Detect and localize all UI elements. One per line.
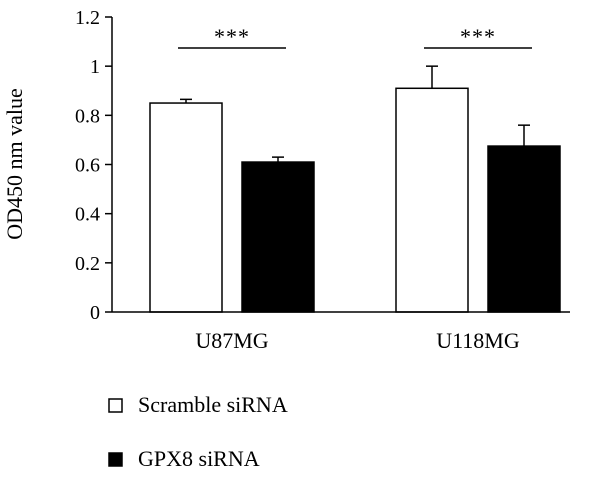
x-axis: U87MG U118MG: [112, 311, 570, 353]
y-axis-title: OD450 nm value: [2, 88, 27, 240]
legend-label: GPX8 siRNA: [138, 446, 260, 471]
legend-swatch: [108, 398, 123, 413]
bars: [149, 87, 561, 313]
y-tick-label: 0.2: [75, 253, 100, 275]
bar: [149, 102, 223, 313]
bar: [487, 145, 561, 313]
significance-label: ***: [460, 24, 496, 49]
legend: Scramble siRNA GPX8 siRNA: [108, 392, 288, 471]
y-axis: 0 0.2 0.4 0.6 0.8 1 1.2: [75, 7, 113, 324]
significance-annotations: *** ***: [178, 24, 532, 49]
legend-label: Scramble siRNA: [138, 392, 288, 417]
error-bars: [180, 65, 530, 163]
y-tick-label: 0: [90, 302, 100, 324]
legend-swatch: [108, 452, 123, 467]
bar: [241, 161, 315, 313]
x-tick-label: U118MG: [436, 328, 520, 353]
y-tick-label: 0.4: [75, 204, 100, 226]
y-tick-label: 0.6: [75, 155, 100, 177]
x-tick-label: U87MG: [195, 328, 268, 353]
significance-label: ***: [214, 24, 250, 49]
y-tick-label: 1: [90, 56, 100, 78]
bar: [395, 87, 469, 313]
y-tick-label: 0.8: [75, 105, 100, 127]
y-tick-label: 1.2: [75, 7, 100, 29]
